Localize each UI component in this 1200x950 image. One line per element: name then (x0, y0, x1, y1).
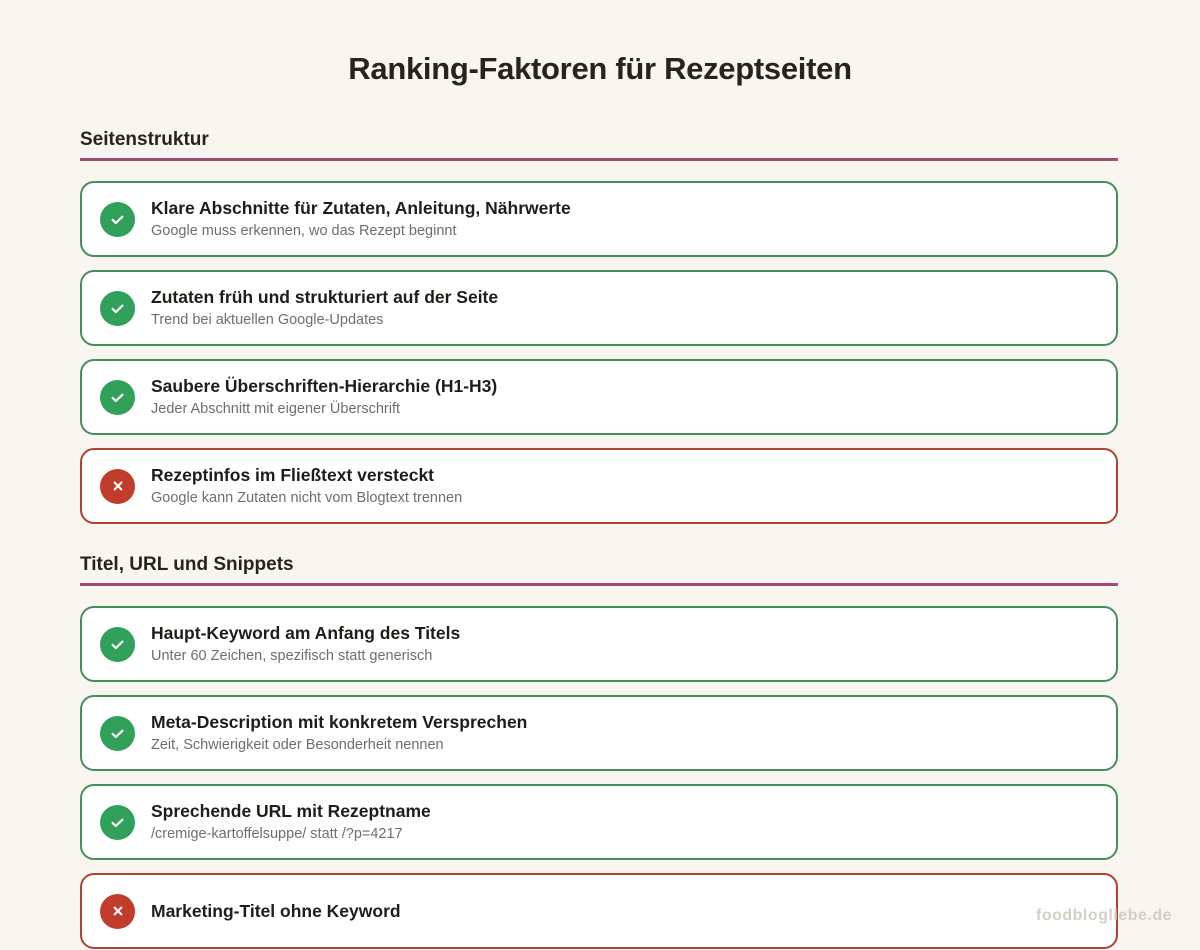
item-text: Haupt-Keyword am Anfang des Titels Unter… (151, 622, 460, 666)
checklist-content: Seitenstruktur Klare Abschnitte für Zuta… (80, 128, 1118, 949)
x-icon (100, 468, 135, 504)
check-icon (100, 804, 135, 840)
x-icon (100, 893, 135, 929)
item-title: Sprechende URL mit Rezeptname (151, 801, 431, 821)
item-subtitle: Zeit, Schwierigkeit oder Besonderheit ne… (151, 737, 444, 753)
item-subtitle: Google muss erkennen, wo das Rezept begi… (151, 223, 457, 239)
item-title: Haupt-Keyword am Anfang des Titels (151, 623, 461, 643)
card-list: Klare Abschnitte für Zutaten, Anleitung,… (80, 181, 1118, 524)
checklist-item: Saubere Überschriften-Hierarchie (H1-H3)… (80, 359, 1118, 435)
item-subtitle: /cremige-kartoffelsuppe/ statt /?p=4217 (151, 826, 403, 842)
checklist-item: Klare Abschnitte für Zutaten, Anleitung,… (80, 181, 1118, 257)
check-icon (100, 715, 135, 751)
checklist-item: Rezeptinfos im Fließtext versteckt Googl… (80, 448, 1118, 524)
checklist-item: Meta-Description mit konkretem Versprech… (80, 695, 1118, 771)
item-text: Saubere Überschriften-Hierarchie (H1-H3)… (151, 375, 497, 419)
item-text: Marketing-Titel ohne Keyword (151, 900, 401, 922)
section-heading: Seitenstruktur (80, 128, 1118, 161)
item-subtitle: Google kann Zutaten nicht vom Blogtext t… (151, 490, 463, 506)
checklist-item: Sprechende URL mit Rezeptname /cremige-k… (80, 784, 1118, 860)
check-icon (100, 201, 135, 237)
item-title: Zutaten früh und strukturiert auf der Se… (151, 287, 499, 307)
check-icon (100, 626, 135, 662)
watermark: foodblogliebe.de (1036, 907, 1172, 924)
section-heading: Titel, URL und Snippets (80, 553, 1118, 586)
item-subtitle: Unter 60 Zeichen, spezifisch statt gener… (151, 648, 433, 664)
item-text: Sprechende URL mit Rezeptname /cremige-k… (151, 800, 431, 844)
item-title: Marketing-Titel ohne Keyword (151, 901, 401, 921)
item-title: Meta-Description mit konkretem Versprech… (151, 712, 528, 732)
check-icon (100, 379, 135, 415)
check-icon (100, 290, 135, 326)
item-text: Meta-Description mit konkretem Versprech… (151, 711, 527, 755)
item-text: Klare Abschnitte für Zutaten, Anleitung,… (151, 197, 571, 241)
section-titel-url-snippets: Titel, URL und Snippets Haupt-Keyword am… (80, 553, 1118, 949)
checklist-item: Zutaten früh und strukturiert auf der Se… (80, 270, 1118, 346)
item-subtitle: Jeder Abschnitt mit eigener Überschrift (151, 401, 401, 417)
item-subtitle: Trend bei aktuellen Google-Updates (151, 312, 384, 328)
item-title: Klare Abschnitte für Zutaten, Anleitung,… (151, 198, 571, 218)
checklist-item: Marketing-Titel ohne Keyword (80, 873, 1118, 949)
page-title: Ranking-Faktoren für Rezeptseiten (348, 51, 852, 86)
item-text: Rezeptinfos im Fließtext versteckt Googl… (151, 464, 462, 508)
card-list: Haupt-Keyword am Anfang des Titels Unter… (80, 606, 1118, 949)
section-seitenstruktur: Seitenstruktur Klare Abschnitte für Zuta… (80, 128, 1118, 524)
checklist-item: Haupt-Keyword am Anfang des Titels Unter… (80, 606, 1118, 682)
item-title: Saubere Überschriften-Hierarchie (H1-H3) (151, 376, 498, 396)
item-title: Rezeptinfos im Fließtext versteckt (151, 465, 434, 485)
item-text: Zutaten früh und strukturiert auf der Se… (151, 286, 498, 330)
